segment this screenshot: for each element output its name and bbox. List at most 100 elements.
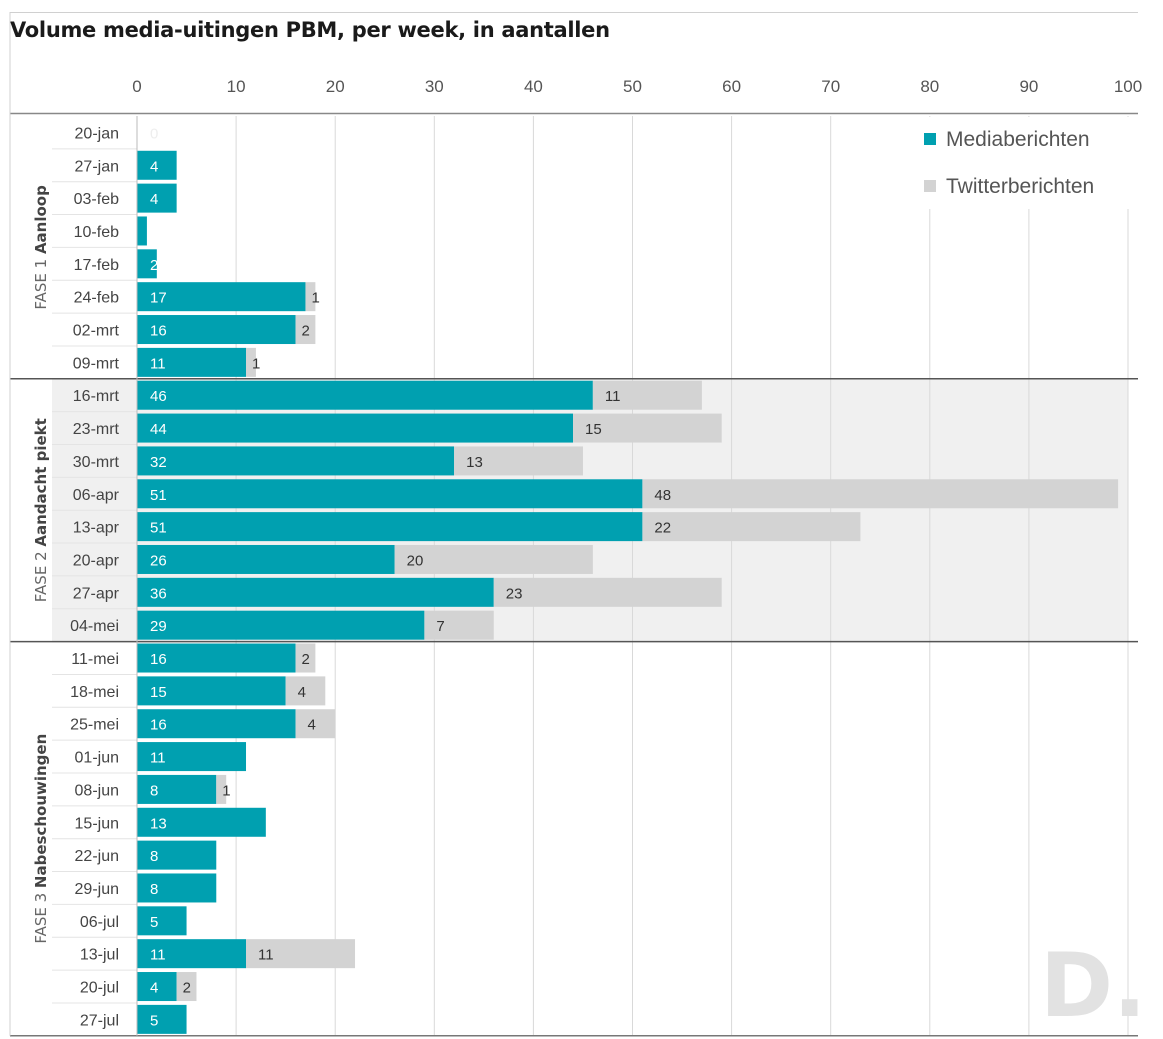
bar-mediaberichten [137,807,266,837]
data-label-mediaberichten: 4 [150,980,158,997]
data-label-mediaberichten: 8 [150,848,158,865]
data-label-mediaberichten: 13 [150,815,167,832]
category-label: 16-mrt [73,388,120,405]
data-label-mediaberichten: 4 [150,158,158,175]
data-label-mediaberichten: 5 [150,1012,158,1029]
x-tick-label: 60 [722,77,741,96]
data-label-twitterberichten: 1 [252,355,260,372]
data-label-mediaberichten: 17 [150,290,167,307]
bar-twitterberichten [246,347,256,377]
category-label: 10-feb [74,224,119,241]
data-label-mediaberichten: 8 [150,782,158,799]
data-label-twitterberichten: 11 [605,388,621,405]
data-label-twitterberichten: 2 [302,651,310,668]
data-label-twitterberichten: 4 [298,684,306,701]
category-label: 27-jan [75,158,119,175]
x-tick-label: 50 [623,77,642,96]
data-label-twitterberichten: 7 [436,618,444,635]
bar-mediaberichten [137,413,574,443]
bar-twitterberichten [295,709,336,739]
legend-box [912,117,1134,209]
watermark-logo: D. [1040,934,1146,1037]
data-label-mediaberichten: 4 [150,191,158,208]
bar-mediaberichten [137,840,217,870]
x-tick-label: 0 [132,77,141,96]
bar-mediaberichten [137,774,217,804]
category-label: 08-jun [75,782,119,799]
bar-mediaberichten [137,676,286,706]
x-tick-label: 10 [227,77,246,96]
bar-twitterberichten [642,479,1119,509]
category-label: 22-jun [75,848,119,865]
bar-mediaberichten [137,315,296,345]
category-label: 24-feb [74,290,119,307]
data-label-twitterberichten: 48 [654,487,671,504]
bar-mediaberichten [137,150,177,180]
category-label: 25-mei [70,717,119,734]
data-label-mediaberichten: 36 [150,585,167,602]
top-rule [10,12,1138,13]
x-tick-label: 30 [425,77,444,96]
bar-mediaberichten [137,446,455,476]
legend-swatch [924,180,936,192]
bar-twitterberichten [394,544,593,574]
bar-twitterberichten [454,446,583,476]
bar-twitterberichten [295,315,316,345]
phase-label: FASE 3 Nabeschouwingen [32,734,50,944]
bar-mediaberichten [137,512,643,542]
data-label-twitterberichten: 2 [183,980,191,997]
bar-mediaberichten [137,282,306,312]
data-label-mediaberichten: 32 [150,454,167,471]
bar-twitterberichten [246,939,356,969]
bar-twitterberichten [573,413,722,443]
data-label-twitterberichten: 15 [585,421,602,438]
data-label-mediaberichten: 2 [150,257,158,274]
legend-label: Twitterberichten [946,175,1094,198]
data-label-mediaberichten: 16 [150,717,167,734]
category-label: 06-apr [73,487,120,504]
category-label: 11-mei [71,651,119,668]
x-tick-label: 100 [1114,77,1142,96]
legend-label: Mediaberichten [946,128,1090,151]
category-label: 29-jun [75,881,119,898]
data-label-mediaberichten: 15 [150,684,167,701]
data-label-mediaberichten: 5 [150,914,158,931]
data-label-twitterberichten: 13 [466,454,483,471]
category-label: 23-mrt [73,421,120,438]
x-tick-label: 20 [326,77,345,96]
data-label-mediaberichten: 8 [150,881,158,898]
bar-twitterberichten [305,282,316,312]
bar-mediaberichten [137,643,296,673]
bar-mediaberichten [137,709,296,739]
data-label-twitterberichten: 1 [311,290,319,307]
data-label-mediaberichten: 51 [150,520,167,537]
category-label: 15-jun [75,815,119,832]
bar-twitterberichten [176,972,197,1002]
bar-mediaberichten [137,610,425,640]
bar-mediaberichten [137,742,247,772]
data-label-mediaberichten: 51 [150,487,167,504]
category-label: 13-jul [80,947,119,964]
category-label: 20-apr [73,552,120,569]
data-label-twitterberichten: 22 [654,520,671,537]
data-label-mediaberichten: 11 [150,750,166,767]
category-label: 02-mrt [73,323,120,340]
category-label: 13-apr [73,520,120,537]
bar-twitterberichten [285,676,326,706]
bar-mediaberichten [137,249,157,279]
x-tick-label: 80 [920,77,939,96]
bar-mediaberichten [137,972,177,1002]
data-label-twitterberichten: 11 [258,947,274,964]
x-tick-label: 70 [821,77,840,96]
category-label: 30-mrt [73,454,120,471]
data-label-mediaberichten: 46 [150,388,167,405]
bar-twitterberichten [216,774,227,804]
data-label-twitterberichten: 20 [407,552,424,569]
data-label-mediaberichten: 0 [150,125,158,142]
data-label-mediaberichten: 29 [150,618,167,635]
category-label: 18-mei [70,684,119,701]
category-label: 01-jun [75,750,119,767]
category-label: 17-feb [74,257,119,274]
bar-mediaberichten [137,906,187,936]
category-label: 09-mrt [73,355,120,372]
